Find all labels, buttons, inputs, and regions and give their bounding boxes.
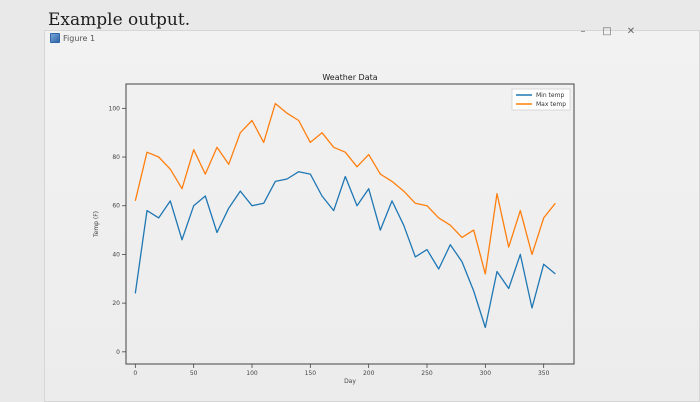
figure-window: Figure 1 – □ ✕ [44, 26, 700, 402]
window-title: Figure 1 [50, 33, 95, 43]
window-title-text: Figure 1 [63, 33, 96, 43]
close-button[interactable]: ✕ [626, 26, 636, 37]
page-title: Example output. [48, 10, 191, 30]
window-controls: – □ ✕ [578, 26, 636, 37]
minimize-button[interactable]: – [580, 26, 586, 37]
figure-icon [50, 33, 60, 43]
maximize-button[interactable]: □ [602, 26, 612, 37]
